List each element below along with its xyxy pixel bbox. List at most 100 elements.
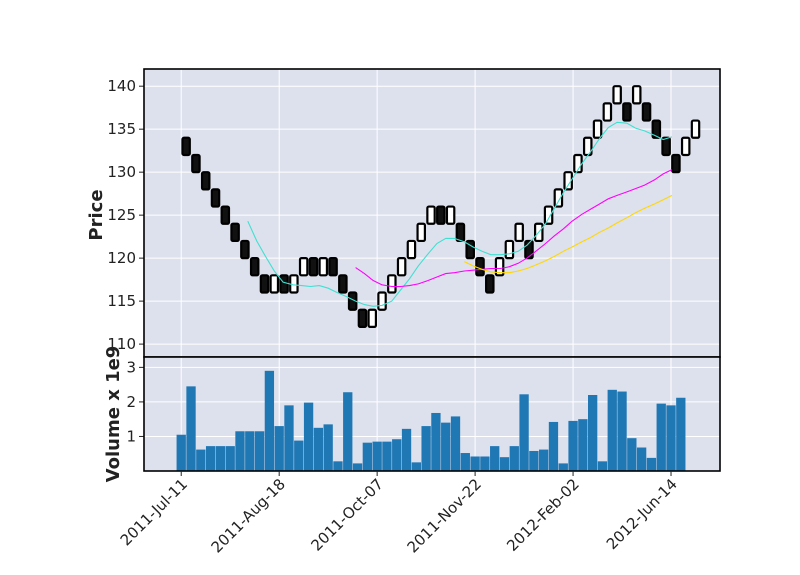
- price-tick-label: 125: [107, 206, 136, 224]
- volume-bar: [636, 447, 647, 471]
- volume-bar: [597, 461, 608, 471]
- renko-brick-down: [328, 257, 338, 277]
- volume-bar: [607, 389, 617, 471]
- renko-brick-up: [445, 205, 456, 225]
- volume-bar: [215, 446, 226, 471]
- renko-brick-up: [426, 205, 436, 225]
- volume-bar: [245, 431, 255, 471]
- price-tick-label: 115: [107, 292, 136, 310]
- volume-bar: [333, 461, 343, 471]
- volume-bar: [529, 450, 539, 471]
- renko-brick-down: [661, 136, 671, 157]
- renko-brick-up: [396, 257, 407, 277]
- volume-bar: [176, 434, 186, 471]
- volume-bar: [284, 405, 294, 471]
- moving-average-line: [464, 194, 673, 274]
- renko-brick-up: [504, 239, 515, 260]
- volume-panel: 1 2 3: [126, 356, 721, 472]
- volume-bar: [431, 412, 441, 471]
- volume-tick-label: 1: [126, 427, 136, 445]
- renko-brick-up: [406, 239, 417, 260]
- renko-brick-down: [279, 274, 289, 294]
- renko-brick-up: [543, 205, 554, 225]
- volume-bar: [646, 457, 657, 471]
- renko-brick-down: [308, 257, 319, 277]
- volume-bar: [578, 419, 588, 471]
- renko-brick-down: [455, 222, 466, 243]
- renko-brick-down: [191, 153, 201, 174]
- renko-brick-down: [220, 205, 231, 225]
- renko-brick-down: [230, 222, 240, 243]
- volume-bar: [666, 405, 676, 471]
- price-panel: 110 115 120 125 130 135 140: [107, 68, 721, 358]
- x-tick-label: 2011-Nov-22: [404, 475, 485, 556]
- volume-bar: [235, 431, 245, 471]
- renko-brick-down: [240, 239, 250, 260]
- volume-panel-frame: [143, 356, 721, 472]
- renko-brick-down: [200, 171, 211, 191]
- volume-bar: [548, 421, 559, 471]
- price-tick-label: 130: [107, 163, 136, 181]
- volume-bar: [509, 446, 519, 471]
- renko-brick-down: [210, 188, 221, 208]
- volume-bar: [313, 427, 324, 471]
- volume-bar: [352, 463, 363, 471]
- volume-bar: [421, 426, 431, 471]
- renko-brick-down: [436, 205, 446, 225]
- renko-brick-down: [485, 274, 495, 294]
- x-tick-label: 2012-Jun-14: [603, 475, 681, 553]
- volume-tick-label: 2: [126, 393, 136, 411]
- renko-brick-down: [651, 119, 662, 139]
- volume-bar: [372, 441, 382, 471]
- volume-bar: [186, 386, 196, 471]
- volume-bar: [411, 462, 421, 471]
- volume-bar: [441, 422, 451, 471]
- renko-brick-up: [631, 85, 642, 105]
- volume-bar: [460, 453, 470, 471]
- price-tick-label: 140: [107, 77, 136, 95]
- volume-bar: [499, 457, 510, 471]
- price-tick-label: 120: [107, 249, 136, 267]
- volume-axis-title: Volume x 1e9: [103, 346, 124, 483]
- renko-brick-down: [671, 153, 681, 174]
- volume-bar: [205, 446, 216, 471]
- moving-average-line: [355, 169, 673, 288]
- renko-brick-up: [387, 274, 397, 294]
- x-tick-label: 2011-Oct-07: [307, 475, 387, 555]
- price-tick-label: 135: [107, 120, 136, 138]
- volume-bar: [480, 456, 490, 471]
- x-tick-label: 2011-Aug-18: [208, 475, 289, 556]
- volume-bar: [656, 403, 666, 471]
- volume-bar: [470, 456, 480, 471]
- renko-brick-up: [377, 291, 387, 311]
- price-axis-title: Price: [86, 189, 107, 240]
- renko-brick-down: [259, 274, 270, 294]
- volume-bar: [196, 449, 206, 471]
- volume-bar: [617, 391, 627, 471]
- renko-brick-down: [357, 308, 368, 329]
- volume-bar: [274, 426, 284, 471]
- volume-bar: [627, 438, 637, 471]
- volume-bar: [303, 402, 314, 471]
- volume-bar: [382, 441, 392, 471]
- renko-brick-down: [622, 102, 632, 122]
- volume-bar: [558, 463, 568, 471]
- volume-bar: [225, 446, 235, 471]
- renko-brick-up: [553, 188, 564, 208]
- volume-bar: [362, 442, 372, 471]
- renko-brick-up: [612, 85, 622, 105]
- volume-bar: [343, 392, 353, 471]
- volume-bar: [401, 428, 412, 471]
- x-axis: 2011-Jul-11 2011-Aug-18 2011-Oct-07 2011-No…: [117, 471, 681, 556]
- renko-brick-up: [563, 171, 573, 191]
- renko-brick-down: [641, 102, 652, 122]
- renko-brick-up: [680, 136, 691, 157]
- renko-brick-up: [514, 222, 524, 243]
- volume-bar: [294, 440, 304, 471]
- volume-bar: [323, 424, 333, 471]
- volume-bar: [254, 431, 265, 471]
- volume-bar: [539, 449, 549, 471]
- renko-brick-up: [602, 102, 613, 122]
- volume-tick-label: 3: [126, 358, 136, 376]
